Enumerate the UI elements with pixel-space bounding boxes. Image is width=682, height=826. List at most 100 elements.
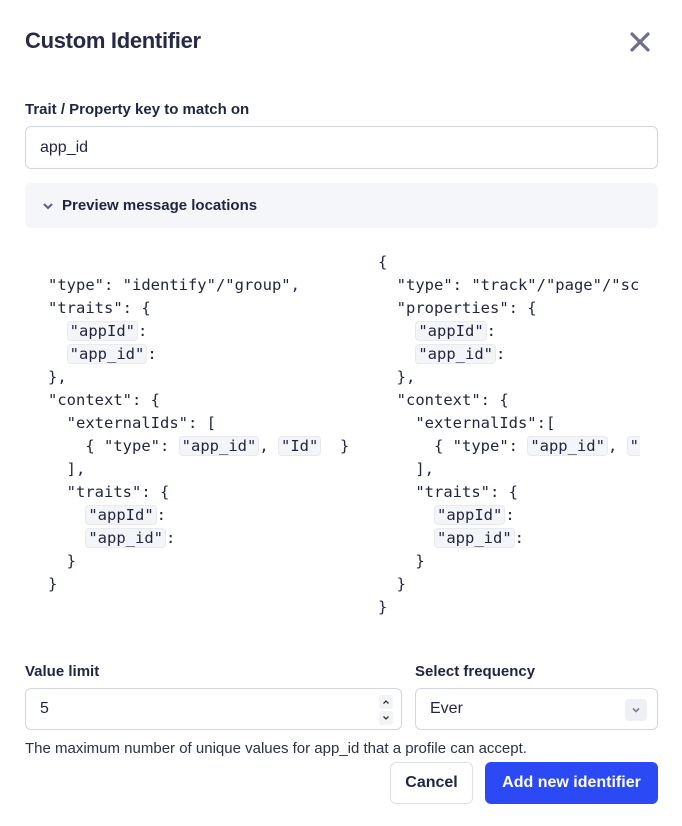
- code-text: { "type":: [48, 437, 179, 455]
- code-line: "traits": {: [48, 481, 368, 504]
- value-limit-input[interactable]: 5: [25, 688, 402, 730]
- chevron-down-icon: [383, 716, 389, 720]
- code-text: "traits": {: [48, 299, 151, 317]
- code-text: "traits": {: [378, 483, 518, 501]
- code-text: "type": "identify"/"group",: [48, 276, 300, 294]
- code-line: { "type": "app_id", "Id" }: [378, 435, 640, 458]
- code-key-chip: "appId": [415, 321, 487, 341]
- code-text: "context": {: [378, 391, 509, 409]
- code-line: "type": "identify"/"group",: [48, 274, 368, 297]
- code-text: :: [495, 345, 506, 363]
- code-text: }: [321, 437, 350, 455]
- code-line: "appId":: [48, 320, 368, 343]
- code-text: [378, 322, 415, 340]
- decrement-button[interactable]: [379, 711, 393, 725]
- code-line: "app_id":: [378, 343, 640, 366]
- code-line: ],: [48, 458, 368, 481]
- code-line: }: [378, 596, 640, 619]
- code-key-chip: "app_id": [66, 344, 148, 364]
- code-line: "externalIds":[: [378, 412, 640, 435]
- value-limit-value: 5: [40, 700, 49, 717]
- code-line: { "type": "app_id", "Id" }: [48, 435, 368, 458]
- code-text: ,: [607, 437, 627, 455]
- code-key-chip: "Id": [626, 436, 640, 456]
- code-line: "type": "track"/"page"/"screen",: [378, 274, 640, 297]
- code-text: "context": {: [48, 391, 160, 409]
- chevron-down-icon: [632, 707, 640, 713]
- code-text: }: [48, 575, 58, 593]
- code-line: "context": {: [378, 389, 640, 412]
- code-key-chip: "app_id": [434, 528, 515, 548]
- code-text: "properties": {: [378, 299, 537, 317]
- identify-group-code-preview: "type": "identify"/"group", "traits": { "…: [48, 251, 368, 631]
- code-line: "appId":: [378, 320, 640, 343]
- preview-accordion-toggle[interactable]: Preview message locations: [25, 183, 658, 228]
- code-text: :: [514, 529, 524, 547]
- code-text: :: [165, 529, 176, 547]
- code-text: [48, 529, 85, 547]
- code-text: {: [378, 253, 388, 271]
- code-key-chip: "app_id": [527, 436, 608, 456]
- trait-key-input[interactable]: app_id: [25, 126, 658, 169]
- code-text: :: [147, 345, 157, 363]
- add-new-identifier-button[interactable]: Add new identifier: [485, 762, 658, 804]
- value-limit-stepper[interactable]: [379, 695, 393, 727]
- code-line: "traits": {: [48, 297, 368, 320]
- code-key-chip: "appId": [434, 505, 506, 525]
- dialog-title: Custom Identifier: [25, 28, 201, 53]
- code-line: "app_id":: [48, 343, 368, 366]
- code-line: }: [378, 573, 640, 596]
- code-text: }: [378, 598, 388, 616]
- code-line: }: [48, 550, 368, 573]
- frequency-label: Select frequency: [415, 663, 536, 680]
- cancel-button[interactable]: Cancel: [390, 762, 473, 804]
- code-key-chip: "app_id": [415, 344, 496, 364]
- code-text: :: [156, 506, 166, 524]
- trait-key-value: app_id: [40, 138, 89, 156]
- increment-button[interactable]: [379, 695, 393, 709]
- code-line: },: [48, 366, 368, 389]
- close-button[interactable]: [628, 30, 652, 54]
- code-line: "app_id":: [378, 527, 640, 550]
- chevron-up-icon: [383, 700, 389, 704]
- chevron-down-icon: [43, 203, 53, 209]
- code-text: "externalIds": [: [48, 414, 216, 432]
- code-line: "traits": {: [378, 481, 640, 504]
- code-line: {: [378, 251, 640, 274]
- code-text: :: [505, 506, 515, 524]
- code-text: [48, 506, 85, 524]
- code-text: ],: [378, 460, 434, 478]
- close-icon: [630, 32, 650, 52]
- code-text: [48, 345, 67, 363]
- code-key-chip: "appId": [66, 321, 138, 341]
- code-text: },: [48, 368, 67, 386]
- trait-key-label: Trait / Property key to match on: [25, 101, 250, 118]
- value-limit-label: Value limit: [25, 663, 100, 680]
- code-key-chip: "app_id": [85, 528, 166, 548]
- code-text: }: [48, 552, 76, 570]
- code-line: "appId":: [378, 504, 640, 527]
- code-text: [378, 529, 434, 547]
- code-text: "traits": {: [48, 483, 170, 501]
- code-line: "appId":: [48, 504, 368, 527]
- code-text: }: [378, 552, 425, 570]
- code-text: }: [378, 575, 406, 593]
- value-limit-help-text: The maximum number of unique values for …: [25, 740, 527, 757]
- code-text: ,: [259, 437, 278, 455]
- code-text: { "type":: [378, 437, 528, 455]
- code-text: [378, 345, 415, 363]
- code-line: "externalIds": [: [48, 412, 368, 435]
- code-text: :: [486, 322, 496, 340]
- code-text: "type": "track"/"page"/"screen",: [396, 276, 640, 294]
- code-line: },: [378, 366, 640, 389]
- code-text: :: [138, 322, 148, 340]
- frequency-select[interactable]: Ever: [415, 688, 658, 730]
- code-line: "context": {: [48, 389, 368, 412]
- select-chevron: [625, 699, 647, 721]
- code-line: "properties": {: [378, 297, 640, 320]
- code-text: [378, 506, 434, 524]
- code-key-chip: "Id": [277, 436, 322, 456]
- code-key-chip: "appId": [85, 505, 157, 525]
- preview-accordion-label: Preview message locations: [62, 197, 258, 214]
- code-text: [48, 322, 67, 340]
